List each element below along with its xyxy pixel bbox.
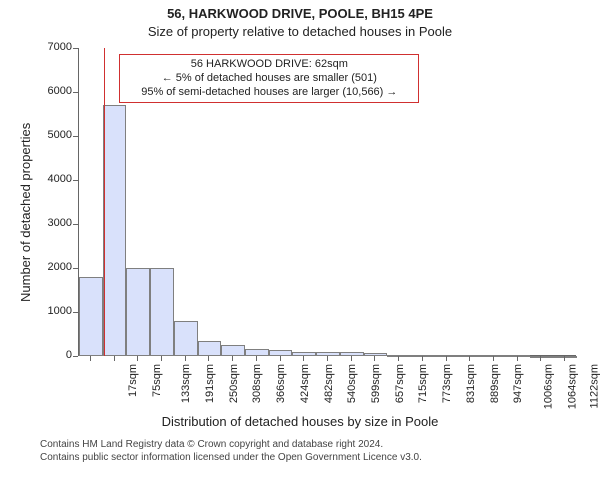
ytick-label: 3000 bbox=[32, 217, 72, 229]
ytick-label: 2000 bbox=[32, 261, 72, 273]
ytick-label: 7000 bbox=[32, 41, 72, 53]
histogram-bar bbox=[198, 341, 222, 356]
annotation-line-3: 95% of semi-detached houses are larger (… bbox=[126, 86, 412, 100]
annotation-box: 56 HARKWOOD DRIVE: 62sqm ← 5% of detache… bbox=[119, 54, 419, 103]
xtick-label: 599sqm bbox=[370, 364, 382, 403]
ytick-label: 1000 bbox=[32, 305, 72, 317]
chart-title-2: Size of property relative to detached ho… bbox=[0, 24, 600, 39]
xtick bbox=[327, 356, 328, 361]
ytick bbox=[73, 224, 78, 225]
histogram-bar bbox=[174, 321, 198, 356]
xtick bbox=[564, 356, 565, 361]
xtick bbox=[540, 356, 541, 361]
attribution-line-2: Contains public sector information licen… bbox=[40, 451, 600, 464]
xtick bbox=[161, 356, 162, 361]
ytick bbox=[73, 180, 78, 181]
plot-area: 56 HARKWOOD DRIVE: 62sqm ← 5% of detache… bbox=[78, 48, 576, 356]
ytick bbox=[73, 312, 78, 313]
xtick bbox=[114, 356, 115, 361]
xtick-label: 17sqm bbox=[127, 364, 139, 397]
xtick bbox=[303, 356, 304, 361]
xtick-label: 540sqm bbox=[346, 364, 358, 403]
xtick-label: 75sqm bbox=[151, 364, 163, 397]
histogram-bar bbox=[79, 277, 103, 356]
xtick-label: 250sqm bbox=[228, 364, 240, 403]
xtick-label: 1006sqm bbox=[542, 364, 554, 409]
xtick-label: 308sqm bbox=[252, 364, 264, 403]
xtick bbox=[446, 356, 447, 361]
xtick-label: 482sqm bbox=[323, 364, 335, 403]
ytick-label: 4000 bbox=[32, 173, 72, 185]
histogram-bar bbox=[245, 349, 269, 356]
xtick-label: 1122sqm bbox=[589, 364, 600, 408]
xtick bbox=[256, 356, 257, 361]
ytick-label: 0 bbox=[32, 349, 72, 361]
xtick-label: 191sqm bbox=[204, 364, 216, 403]
xtick-label: 773sqm bbox=[441, 364, 453, 403]
xtick bbox=[208, 356, 209, 361]
ytick bbox=[73, 136, 78, 137]
annotation-line-1: 56 HARKWOOD DRIVE: 62sqm bbox=[126, 58, 412, 72]
xtick-label: 657sqm bbox=[394, 364, 406, 403]
histogram-bar bbox=[150, 268, 174, 356]
ytick bbox=[73, 268, 78, 269]
x-axis-label: Distribution of detached houses by size … bbox=[0, 414, 600, 429]
property-marker-line bbox=[104, 48, 105, 356]
histogram-bar bbox=[221, 345, 245, 356]
attribution: Contains HM Land Registry data © Crown c… bbox=[0, 438, 600, 464]
y-axis-label: Number of detached properties bbox=[18, 123, 33, 302]
xtick bbox=[185, 356, 186, 361]
figure: 56, HARKWOOD DRIVE, POOLE, BH15 4PE Size… bbox=[0, 0, 600, 500]
xtick bbox=[517, 356, 518, 361]
xtick bbox=[90, 356, 91, 361]
xtick bbox=[232, 356, 233, 361]
xtick-label: 947sqm bbox=[512, 364, 524, 403]
ytick bbox=[73, 92, 78, 93]
ytick bbox=[73, 48, 78, 49]
xtick-label: 133sqm bbox=[180, 364, 192, 403]
xtick bbox=[280, 356, 281, 361]
xtick-label: 1064sqm bbox=[566, 364, 578, 409]
xtick bbox=[351, 356, 352, 361]
attribution-line-1: Contains HM Land Registry data © Crown c… bbox=[40, 438, 600, 451]
xtick bbox=[374, 356, 375, 361]
histogram-bar bbox=[126, 268, 150, 356]
xtick bbox=[469, 356, 470, 361]
xtick bbox=[137, 356, 138, 361]
xtick bbox=[398, 356, 399, 361]
histogram-bar bbox=[103, 105, 127, 356]
xtick bbox=[493, 356, 494, 361]
ytick-label: 5000 bbox=[32, 129, 72, 141]
ytick bbox=[73, 356, 78, 357]
ytick-label: 6000 bbox=[32, 85, 72, 97]
xtick-label: 424sqm bbox=[299, 364, 311, 403]
xtick-label: 715sqm bbox=[418, 364, 430, 403]
histogram-bar bbox=[411, 355, 435, 357]
xtick-label: 366sqm bbox=[275, 364, 287, 403]
xtick-label: 889sqm bbox=[489, 364, 501, 403]
xtick-label: 831sqm bbox=[465, 364, 477, 403]
annotation-line-2: ← 5% of detached houses are smaller (501… bbox=[126, 72, 412, 86]
xtick bbox=[422, 356, 423, 361]
chart-title-1: 56, HARKWOOD DRIVE, POOLE, BH15 4PE bbox=[0, 6, 600, 21]
